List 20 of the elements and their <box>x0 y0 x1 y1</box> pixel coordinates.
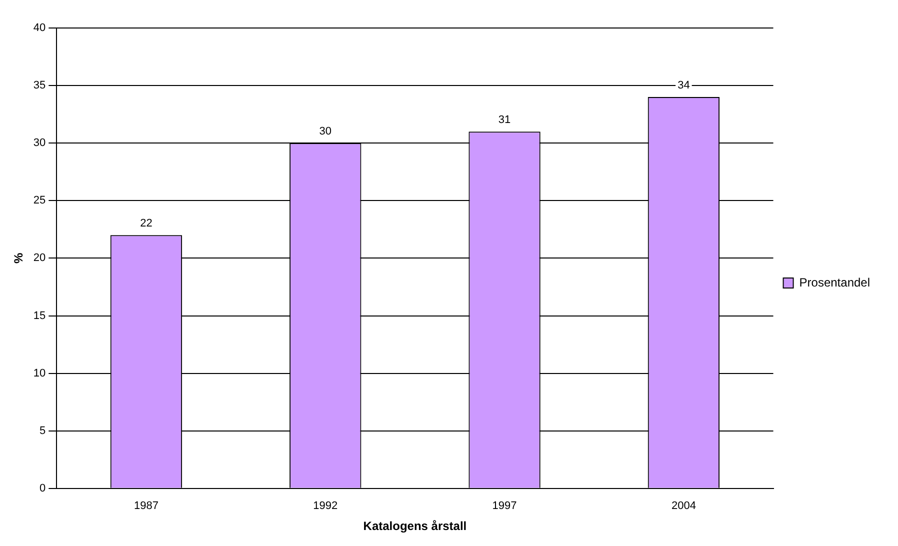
y-tick-label: 30 <box>33 137 46 150</box>
y-axis-title: % <box>12 252 26 264</box>
data-label: 30 <box>319 126 332 138</box>
y-tick-label: 5 <box>40 424 46 437</box>
y-tick-label: 15 <box>33 310 46 322</box>
data-label: 22 <box>140 218 152 230</box>
y-tick-label: 0 <box>40 482 46 494</box>
y-tick-label: 35 <box>33 80 46 92</box>
y-tick-label: 20 <box>33 252 46 264</box>
x-tick-label: 2004 <box>671 500 696 512</box>
data-label: 31 <box>498 114 511 126</box>
y-tick-label: 40 <box>33 22 46 34</box>
x-tick-label: 1992 <box>313 500 338 512</box>
x-tick-label: 1997 <box>492 500 517 512</box>
x-axis-title: Katalogens årstall <box>363 519 467 534</box>
data-label: 34 <box>678 80 690 92</box>
y-tick-label: 10 <box>33 367 46 380</box>
legend-label: Prosentandel <box>799 275 870 290</box>
x-tick-label: 1987 <box>134 500 158 512</box>
y-tick-label: 25 <box>33 194 46 207</box>
